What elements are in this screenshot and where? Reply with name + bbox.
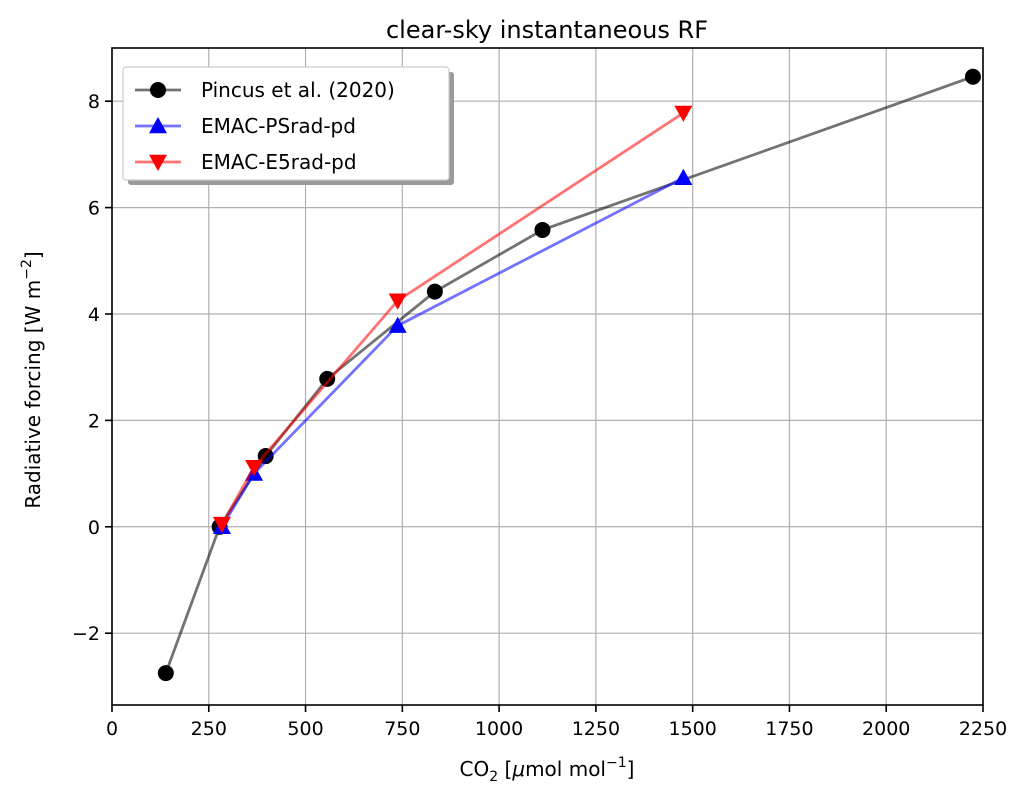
x-label-part-4: mol mol: [525, 757, 606, 781]
x-tick-label: 1000: [475, 718, 523, 740]
legend-marker: [150, 82, 166, 98]
chart-title: clear-sky instantaneous RF: [386, 16, 708, 44]
x-label-part-2: [: [498, 757, 512, 781]
series-1: [212, 168, 693, 534]
legend-item: EMAC-PSrad-pd: [135, 114, 356, 138]
x-tick-label: 1250: [572, 718, 620, 740]
data-point: [388, 316, 407, 333]
axis-ticks: 0 250 500 750 1000 1250 1500 1750 2000 2250 −2 0 2 4 6…: [72, 91, 1007, 740]
legend-items: Pincus et al. (2020) EMAC-PSrad-pd EMAC-E5…: [135, 78, 395, 174]
data-point: [388, 293, 407, 310]
y-tick-label: −2: [72, 623, 100, 645]
x-tick-label: 250: [191, 718, 227, 740]
x-tick-label: 1750: [765, 718, 813, 740]
legend-label: Pincus et al. (2020): [201, 78, 395, 102]
data-point: [674, 168, 693, 186]
x-tick-label: 2000: [862, 718, 910, 740]
y-label-part-0: Radiative forcing [W m: [21, 280, 45, 509]
series-line: [220, 111, 685, 525]
plot-frame: [111, 47, 984, 706]
legend-item: EMAC-E5rad-pd: [135, 150, 357, 174]
data-point: [212, 516, 231, 534]
y-tick-label: 4: [88, 304, 100, 326]
legend-box: [122, 66, 450, 181]
y-label-part-2: ]: [21, 251, 45, 259]
y-tick-label: 2: [88, 410, 100, 432]
x-tick-label: 2250: [959, 718, 1007, 740]
legend-marker: [149, 117, 167, 134]
data-point: [245, 460, 264, 477]
x-tick-label: 0: [106, 718, 118, 740]
y-tick-label: 6: [88, 198, 100, 220]
data-point: [426, 283, 443, 300]
data-point: [964, 68, 981, 85]
series-2: [212, 105, 693, 534]
legend: Pincus et al. (2020) EMAC-PSrad-pd EMAC-E5…: [122, 66, 454, 185]
legend-label: EMAC-PSrad-pd: [201, 114, 356, 138]
x-label-part-0: CO: [460, 757, 490, 781]
x-label-mu: μ: [511, 757, 525, 781]
legend-label: EMAC-E5rad-pd: [201, 150, 357, 174]
x-tick-label: 500: [287, 718, 323, 740]
x-tick-label: 750: [384, 718, 420, 740]
x-tick-label: 1500: [668, 718, 716, 740]
data-point: [157, 665, 174, 682]
plot-series: [157, 68, 981, 682]
x-label-subscript: 2: [489, 769, 498, 785]
data-point: [674, 105, 693, 122]
y-axis-label: Radiative forcing [W m−2]: [19, 251, 45, 508]
x-axis-label: CO2 [μmol mol−1]: [460, 755, 635, 785]
series-line: [220, 176, 685, 528]
data-point: [319, 370, 336, 387]
legend-item: Pincus et al. (2020): [135, 78, 395, 102]
legend-marker: [149, 154, 167, 171]
grid: [111, 48, 984, 705]
y-label-superscript: −2: [19, 259, 35, 280]
y-tick-label: 0: [88, 517, 100, 539]
x-label-part-6: ]: [627, 757, 635, 781]
data-point: [534, 221, 551, 238]
x-label-superscript: −1: [606, 755, 627, 771]
y-tick-label: 8: [88, 91, 100, 113]
